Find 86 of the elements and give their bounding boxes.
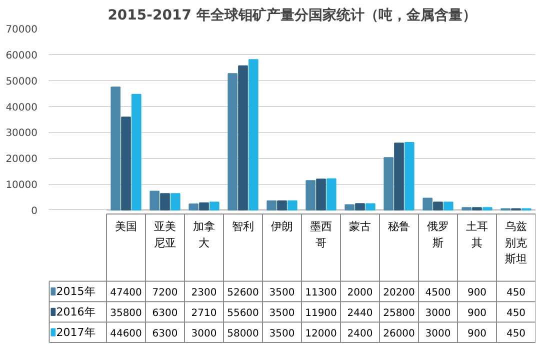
x-tick-label: 智利 xyxy=(232,220,254,234)
data-label: 2710 xyxy=(191,308,217,319)
x-tick-label: 伊朗 xyxy=(271,220,293,234)
data-label: 3000 xyxy=(191,328,217,340)
x-tick-label: 秘鲁 xyxy=(388,220,410,234)
bar xyxy=(287,200,298,210)
bar xyxy=(394,142,404,210)
x-tick-label: 乌兹别克斯坦 xyxy=(505,220,527,266)
y-tick-label: 60000 xyxy=(6,50,38,62)
bar xyxy=(170,193,180,210)
data-label: 20200 xyxy=(383,287,415,298)
bar xyxy=(365,203,376,210)
data-label: 2400 xyxy=(347,328,373,340)
legend-label: 2017年 xyxy=(56,326,96,339)
bar xyxy=(277,200,287,210)
bar xyxy=(188,203,199,210)
data-label: 6300 xyxy=(152,308,178,319)
legend-label: 2016年 xyxy=(56,305,96,318)
bar xyxy=(422,198,433,210)
data-label: 3000 xyxy=(425,328,451,340)
bar xyxy=(266,200,277,210)
bar xyxy=(355,203,365,210)
data-label: 11900 xyxy=(305,308,337,319)
data-label: 7200 xyxy=(152,287,178,298)
bar xyxy=(472,207,482,210)
data-label: 6300 xyxy=(152,328,178,340)
y-tick-label: 20000 xyxy=(6,154,38,166)
data-label: 2440 xyxy=(347,308,373,319)
bar xyxy=(404,142,414,210)
data-label: 450 xyxy=(506,308,526,319)
y-tick-label: 70000 xyxy=(6,24,38,36)
x-tick-label: 加拿大 xyxy=(193,220,215,250)
bar xyxy=(482,207,492,210)
x-tick-label: 俄罗斯 xyxy=(427,220,449,250)
bar xyxy=(306,180,316,210)
bar xyxy=(110,86,121,210)
bar xyxy=(443,202,454,210)
x-tick-label: 美国 xyxy=(115,220,137,234)
y-tick-label: 10000 xyxy=(6,180,38,192)
bar xyxy=(462,207,472,210)
data-label: 900 xyxy=(467,308,487,319)
bar xyxy=(228,73,238,210)
data-label: 450 xyxy=(506,328,526,340)
data-label: 25800 xyxy=(383,308,415,319)
data-label: 12000 xyxy=(305,328,337,340)
data-label: 4500 xyxy=(425,287,451,298)
legend-label: 2015年 xyxy=(56,284,96,298)
data-label: 3500 xyxy=(269,308,295,319)
data-label: 44600 xyxy=(110,328,142,340)
bar xyxy=(121,116,131,210)
y-tick-label: 40000 xyxy=(6,102,38,114)
bar xyxy=(326,178,336,210)
data-label: 3000 xyxy=(425,308,451,319)
bar xyxy=(238,65,248,210)
data-label: 58000 xyxy=(227,328,259,340)
x-tick-label: 蒙古 xyxy=(349,220,371,234)
bar xyxy=(384,157,394,210)
bar xyxy=(209,202,220,210)
bar xyxy=(150,190,160,210)
bar xyxy=(433,202,443,210)
data-label: 47400 xyxy=(110,287,142,298)
bar xyxy=(248,59,258,210)
y-tick-label: 50000 xyxy=(6,76,38,88)
data-label: 450 xyxy=(506,287,526,298)
x-tick-label: 土耳其 xyxy=(466,220,488,250)
bar xyxy=(316,178,326,210)
data-label: 3500 xyxy=(269,287,295,298)
bar xyxy=(131,94,142,210)
data-label: 35800 xyxy=(110,308,142,319)
data-label: 11300 xyxy=(305,287,337,298)
y-tick-label: 0 xyxy=(31,206,38,217)
data-label: 52600 xyxy=(227,287,259,298)
chart-title: 2015-2017 年全球钼矿产量分国家统计（吨，金属含量） xyxy=(108,6,476,24)
x-tick-label: 亚美尼亚 xyxy=(154,220,176,250)
data-label: 900 xyxy=(467,328,487,340)
bar xyxy=(199,202,209,210)
x-tick-label: 墨西哥 xyxy=(310,220,332,250)
data-label: 3500 xyxy=(269,328,295,340)
data-label: 900 xyxy=(467,287,487,298)
data-label: 26000 xyxy=(383,328,415,340)
data-label: 2300 xyxy=(191,287,217,298)
data-label: 2000 xyxy=(347,287,373,298)
data-label: 55600 xyxy=(227,308,259,319)
bar xyxy=(160,193,170,210)
y-tick-label: 30000 xyxy=(6,128,38,140)
bar xyxy=(344,204,355,210)
